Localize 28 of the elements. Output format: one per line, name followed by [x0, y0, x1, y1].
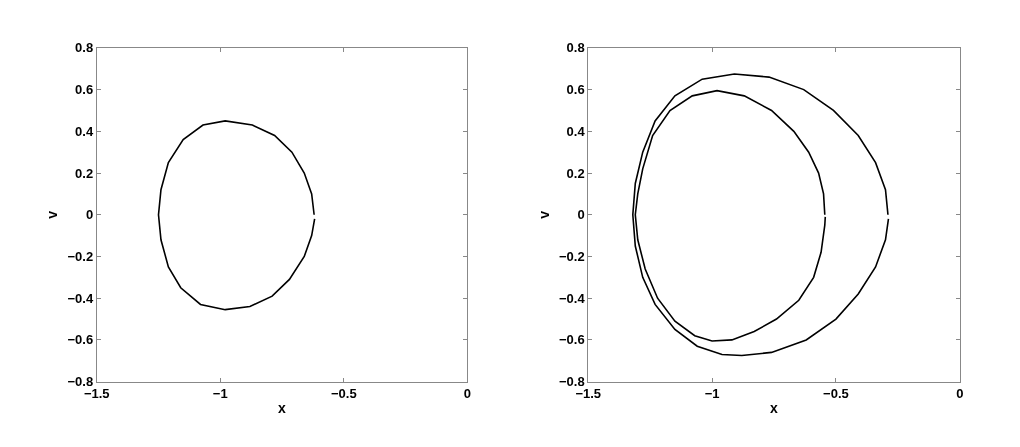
x-tick-label: 0 — [956, 386, 964, 402]
x-tick-label: −0.5 — [823, 386, 849, 402]
y-tick-label: 0.6 — [566, 82, 585, 98]
y-axis-title: v — [44, 210, 61, 219]
y-tick-label: 0.4 — [75, 123, 94, 139]
x-axis-title: x — [770, 399, 779, 416]
y-tick-label: 0.2 — [75, 165, 94, 181]
y-tick-label: −0.6 — [67, 332, 94, 348]
y-tick-label: 0.8 — [566, 40, 585, 56]
y-tick-label: −0.4 — [558, 290, 586, 306]
y-tick-label: 0 — [85, 207, 94, 223]
y-tick-label: −0.2 — [67, 249, 94, 265]
x-tick-label: −0.5 — [330, 386, 357, 402]
y-tick-label: −0.2 — [558, 249, 585, 265]
y-tick-label: −0.4 — [67, 290, 94, 306]
x-tick-label: −1 — [704, 386, 720, 402]
y-tick-label: 0.8 — [75, 40, 94, 56]
y-tick-label: 0.6 — [75, 82, 94, 98]
line-series — [632, 73, 890, 357]
y-tick-label: −0.6 — [558, 332, 585, 348]
line-series — [157, 120, 316, 311]
y-tick-label: 0 — [577, 207, 585, 223]
x-tick-label: 0 — [463, 386, 471, 402]
y-tick-label: 0.2 — [566, 165, 585, 181]
y-axis-title: v — [535, 210, 552, 219]
x-tick-label: −1 — [212, 386, 228, 402]
x-axis-title: x — [278, 399, 287, 416]
y-tick-label: 0.4 — [566, 123, 586, 139]
